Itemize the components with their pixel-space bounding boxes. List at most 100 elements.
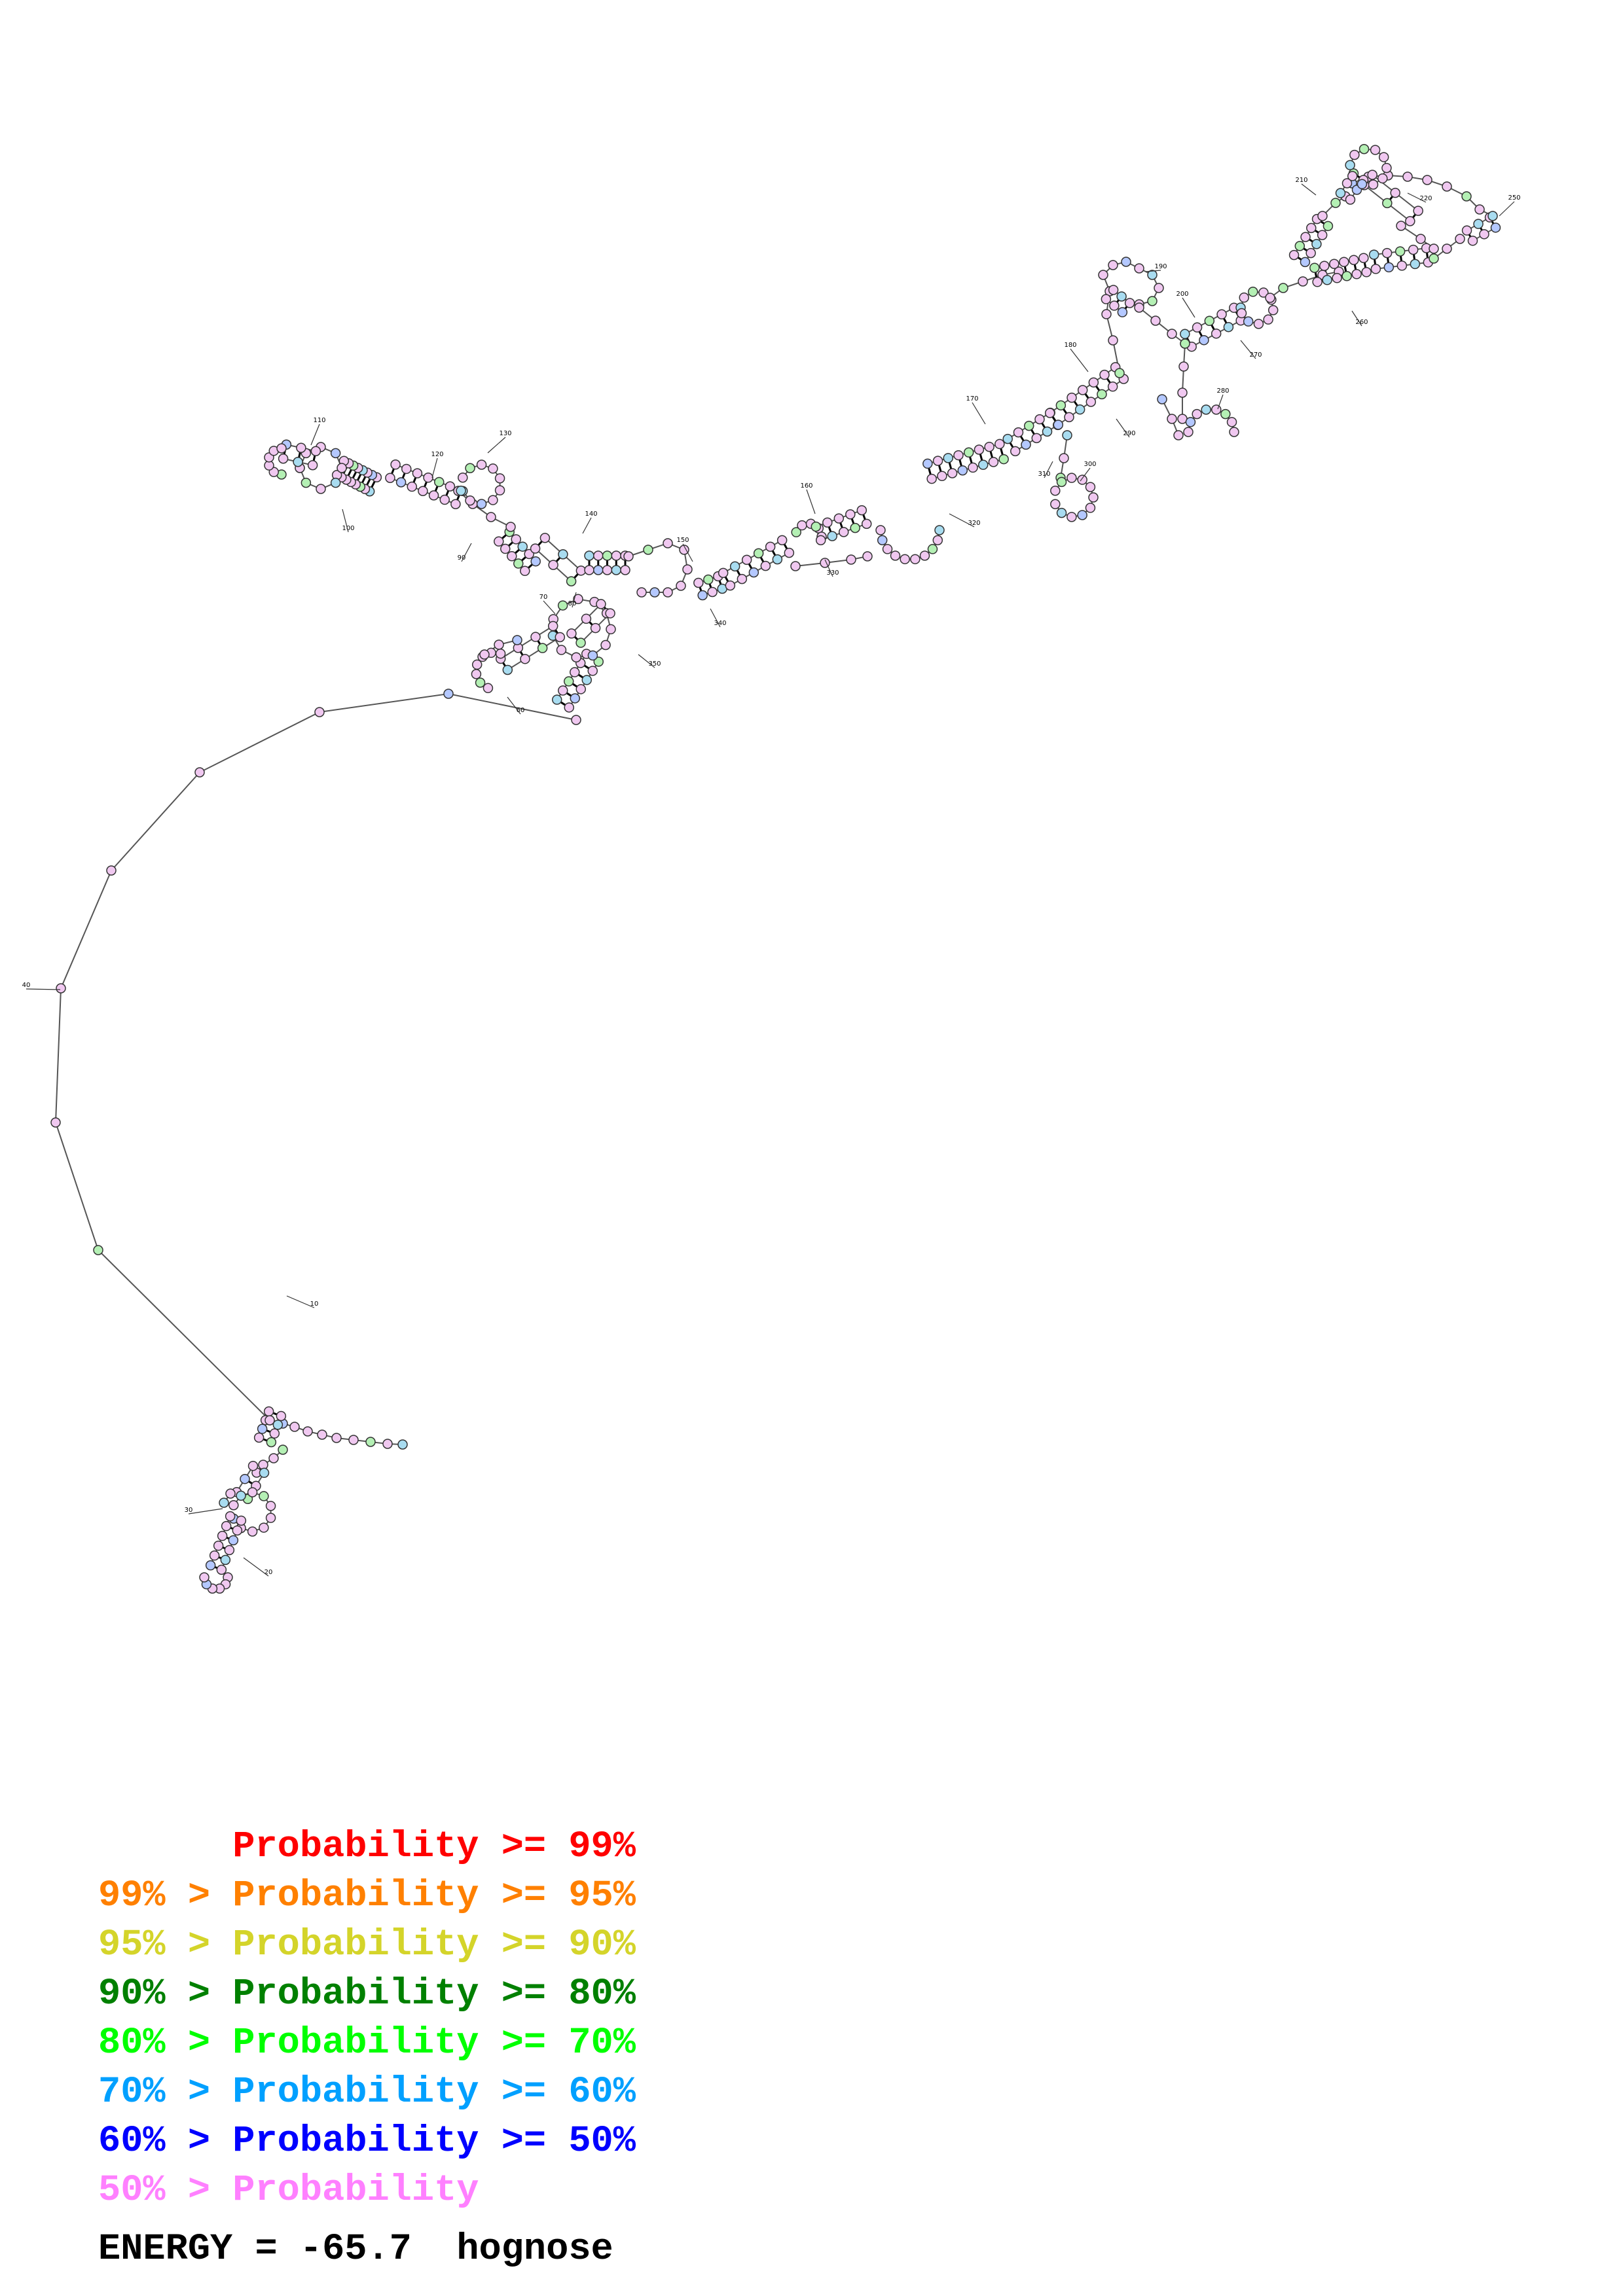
nucleotide: [1236, 308, 1247, 319]
nucleotide: [1117, 307, 1128, 317]
nucleotide: [264, 1415, 275, 1426]
nucleotide: [1229, 427, 1239, 437]
nucleotide: [1124, 298, 1135, 308]
nucleotide: [439, 494, 450, 505]
nucleotide: [587, 650, 598, 661]
nucleotide: [213, 1540, 224, 1551]
nucleotide: [443, 689, 454, 699]
nucleotide: [1167, 414, 1177, 424]
position-label: 280: [1216, 387, 1229, 395]
nucleotide: [1306, 223, 1317, 234]
position-label: 210: [1295, 177, 1307, 184]
label-leader: [188, 1508, 223, 1515]
nucleotide: [1211, 404, 1222, 415]
nucleotide: [50, 1117, 61, 1128]
nucleotide: [348, 1435, 359, 1445]
nucleotide: [566, 628, 577, 639]
nucleotide: [247, 1526, 258, 1537]
nucleotide: [1064, 412, 1074, 423]
nucleotide: [590, 622, 601, 634]
nucleotide: [418, 486, 428, 496]
nucleotide: [984, 441, 994, 452]
nucleotide: [1351, 269, 1362, 279]
nucleotide: [247, 1460, 259, 1471]
nucleotide: [253, 1432, 264, 1443]
nucleotide: [520, 565, 530, 577]
nucleotide: [1415, 234, 1426, 244]
nucleotide: [217, 1530, 228, 1541]
nucleotide: [220, 1554, 231, 1566]
nucleotide: [571, 652, 581, 663]
nucleotide: [216, 1564, 227, 1575]
nucleotide: [861, 518, 872, 529]
nucleotide: [877, 535, 888, 546]
nucleotide: [737, 573, 748, 584]
nucleotide: [707, 586, 718, 598]
nucleotide: [1173, 430, 1184, 440]
legend-row: 95% > Probability >= 90%: [98, 1921, 636, 1970]
nucleotide: [365, 1437, 376, 1447]
position-label: 20: [264, 1569, 273, 1576]
nucleotide: [596, 599, 606, 609]
nucleotide: [998, 454, 1009, 465]
nucleotide: [507, 551, 517, 562]
position-label: 130: [499, 430, 511, 437]
nucleotide: [1243, 316, 1254, 327]
nucleotide: [1341, 178, 1353, 188]
label-leader: [1116, 418, 1130, 438]
nucleotide: [602, 550, 613, 561]
position-label: 350: [648, 660, 661, 668]
nucleotide: [205, 1560, 216, 1571]
energy-label: ENERGY =: [98, 2229, 300, 2270]
nucleotide: [1101, 294, 1112, 304]
position-label: 170: [966, 395, 978, 403]
label-leader: [638, 654, 655, 668]
nucleotide: [846, 554, 856, 565]
nucleotide: [1067, 512, 1077, 522]
legend-label: Probability >= 95%: [232, 1875, 636, 1917]
position-label: 160: [800, 482, 812, 490]
nucleotide: [276, 1410, 287, 1422]
nucleotide: [649, 587, 660, 598]
nucleotide: [1395, 246, 1406, 257]
energy-readout: ENERGY = -65.7 hognose: [98, 2229, 613, 2270]
probability-legend: Probability >= 99% 99% > Probability >= 9…: [98, 1823, 636, 2215]
nucleotide: [926, 473, 937, 484]
nucleotide: [1114, 368, 1125, 378]
nucleotide: [679, 545, 689, 555]
nucleotide: [1305, 247, 1316, 259]
label-leader: [543, 600, 556, 615]
legend-prefix: 80% >: [98, 2022, 233, 2064]
nucleotide: [1226, 417, 1237, 427]
nucleotide: [465, 463, 475, 474]
nucleotide: [1378, 152, 1389, 162]
nucleotide: [927, 544, 938, 554]
nucleotide: [382, 1439, 393, 1449]
nucleotide: [296, 442, 306, 454]
nucleotide: [1044, 408, 1055, 418]
nucleotide: [1116, 291, 1127, 302]
nucleotides: [50, 144, 1501, 1594]
nucleotide: [900, 554, 910, 565]
nucleotide: [1023, 420, 1034, 431]
nucleotide: [494, 485, 505, 495]
nucleotide: [833, 513, 845, 524]
nucleotide: [265, 1513, 276, 1523]
label-leader: [1145, 270, 1161, 272]
nucleotide: [1098, 270, 1108, 280]
nucleotide: [450, 499, 461, 509]
backbone: [54, 148, 1496, 1590]
legend-row: 80% > Probability >= 70%: [98, 2019, 636, 2068]
nucleotide: [269, 1428, 280, 1439]
nucleotide: [822, 517, 833, 528]
nucleotide: [225, 1488, 236, 1499]
structure-name: hognose: [456, 2229, 613, 2270]
nucleotide: [815, 535, 826, 546]
label-leader: [682, 543, 693, 562]
label-leader: [1044, 461, 1053, 478]
nucleotide: [1050, 499, 1061, 510]
nucleotide: [194, 767, 205, 778]
nucleotide: [240, 1473, 250, 1484]
nucleotide: [587, 666, 598, 676]
nucleotide: [224, 1545, 235, 1556]
